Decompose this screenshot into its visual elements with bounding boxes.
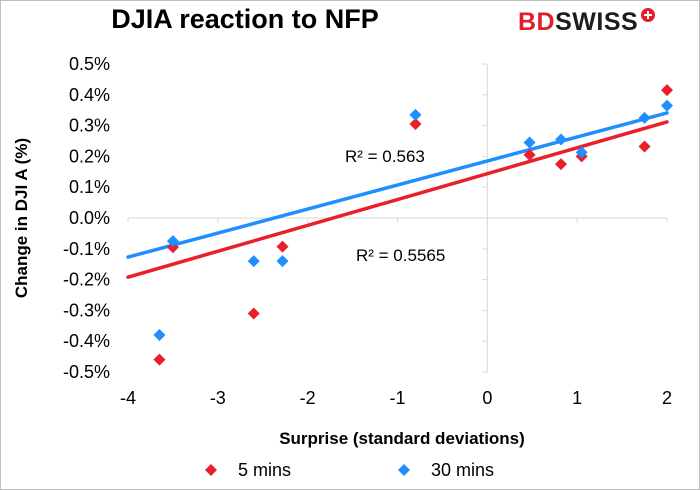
x-tick-label: -2: [300, 388, 316, 408]
data-point-30-mins: [153, 329, 166, 342]
legend-marker-30-mins: [398, 464, 410, 476]
data-point-30-mins: [166, 235, 179, 248]
data-point-30-mins: [409, 108, 422, 121]
y-axis-title: Change in DJI A (%): [12, 138, 31, 298]
data-point-30-mins: [276, 255, 289, 268]
x-tick-label: -4: [120, 388, 136, 408]
y-tick-label: -0.5%: [63, 362, 110, 382]
r2-label-30-mins: R² = 0.563: [345, 147, 425, 166]
y-tick-label: -0.1%: [63, 239, 110, 259]
trendline-5-mins: [126, 120, 669, 279]
legend-marker-5-mins: [205, 464, 217, 476]
y-tick-label: 0.0%: [69, 208, 110, 228]
x-tick-label: 2: [662, 388, 672, 408]
legend: 5 mins 30 mins: [205, 460, 494, 480]
logo-text-dark: SWISS: [555, 7, 639, 36]
r2-label-5-mins: R² = 0.5565: [356, 246, 445, 265]
bdswiss-logo: BD SWISS: [518, 6, 656, 38]
x-tick-label: 1: [572, 388, 582, 408]
data-point-5-mins: [153, 353, 166, 366]
data-point-5-mins: [166, 241, 179, 254]
trendlines: [126, 111, 669, 279]
data-point-30-mins: [661, 99, 673, 112]
y-tick-label: -0.3%: [63, 300, 110, 320]
data-points: [153, 84, 673, 366]
data-point-5-mins: [523, 148, 536, 161]
data-point-5-mins: [638, 140, 651, 153]
data-point-5-mins: [661, 84, 673, 97]
y-tick-label: 0.5%: [69, 54, 110, 74]
data-point-5-mins: [247, 307, 260, 320]
y-tick-label: 0.3%: [69, 116, 110, 136]
chart-title: DJIA reaction to NFP: [111, 4, 379, 34]
y-tick-label: 0.2%: [69, 146, 110, 166]
data-point-30-mins: [638, 111, 651, 124]
data-point-5-mins: [276, 240, 289, 253]
data-point-30-mins: [247, 255, 260, 268]
data-point-30-mins: [523, 136, 536, 149]
x-tick-label: -1: [389, 388, 405, 408]
data-point-30-mins: [554, 133, 567, 146]
x-tick-label: 0: [482, 388, 492, 408]
y-tick-label: -0.4%: [63, 331, 110, 351]
data-point-30-mins: [575, 146, 588, 159]
x-axis-title: Surprise (standard deviations): [279, 429, 525, 448]
data-point-5-mins: [409, 118, 422, 131]
x-tick-label: -3: [210, 388, 226, 408]
legend-label-30-mins: 30 mins: [431, 460, 494, 480]
y-tick-label: 0.4%: [69, 85, 110, 105]
y-tick-label: 0.1%: [69, 177, 110, 197]
legend-label-5-mins: 5 mins: [238, 460, 291, 480]
swiss-cross-icon: [641, 8, 656, 22]
data-point-5-mins: [554, 158, 567, 171]
trendline-30-mins: [126, 111, 669, 259]
y-tick-label: -0.2%: [63, 270, 110, 290]
logo-text-red: BD: [518, 7, 556, 36]
chart-labels: R² = 0.563 R² = 0.5565 Surprise (standard …: [12, 138, 525, 448]
axes: -4 -3 -2 -1 0 1 2 0.5% 0.4% 0.3% 0.2% 0.1% 0.0% -0.1%…: [63, 54, 672, 408]
